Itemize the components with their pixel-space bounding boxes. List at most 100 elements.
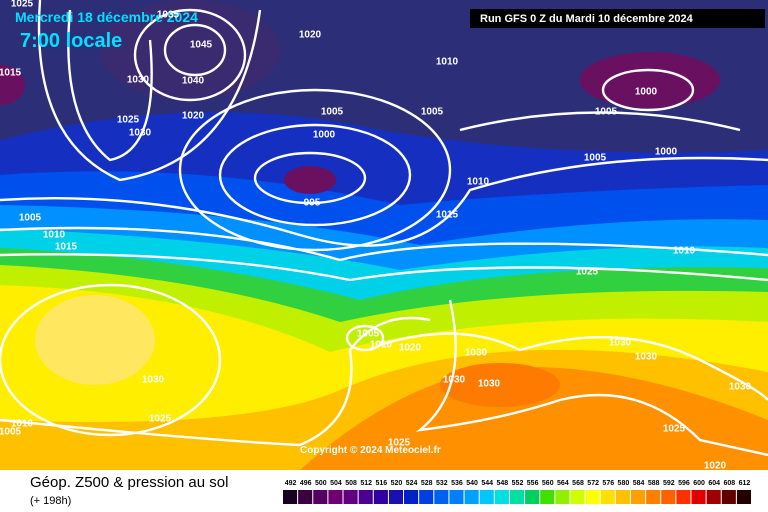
scale-swatch <box>373 490 388 504</box>
isobar-label: 1030 <box>635 352 658 363</box>
isobar-label: 1000 <box>635 87 658 98</box>
scale-label: 580 <box>618 480 630 487</box>
legend-title: Géop. Z500 & pression au sol <box>30 474 228 491</box>
scale-label: 500 <box>315 480 327 487</box>
isobar-label: 1000 <box>655 147 678 158</box>
isobar-label: 1040 <box>182 76 205 87</box>
scale-swatch <box>343 490 358 504</box>
isobar-label: 1005 <box>584 153 607 164</box>
isobar-label: 1005 <box>321 107 344 118</box>
scale-swatch <box>525 490 540 504</box>
scale-swatch <box>570 490 585 504</box>
isobar-label: 1025 <box>11 0 34 10</box>
scale-swatch <box>328 490 343 504</box>
scale-label: 568 <box>572 480 584 487</box>
isobar-label: 1030 <box>142 375 165 386</box>
isobar-label: 1010 <box>467 177 490 188</box>
scale-label: 560 <box>542 480 554 487</box>
isobar-label: 1015 <box>0 68 22 79</box>
scale-swatch <box>661 490 676 504</box>
scale-swatch <box>721 490 736 504</box>
scale-label: 596 <box>678 480 690 487</box>
isobar-label: 995 <box>304 198 321 209</box>
scale-label: 532 <box>436 480 448 487</box>
scale-swatch <box>419 490 434 504</box>
scale-label: 540 <box>466 480 478 487</box>
isobar-label: 1010 <box>673 246 696 257</box>
scale-label: 608 <box>723 480 735 487</box>
geopotential-fill <box>0 0 768 470</box>
scale-label: 556 <box>527 480 539 487</box>
scale-swatch <box>676 490 691 504</box>
isobar-label: 1030 <box>127 75 150 86</box>
isobar-label: 1030 <box>729 382 752 393</box>
scale-label: 508 <box>345 480 357 487</box>
scale-label: 544 <box>481 480 493 487</box>
scale-swatch <box>434 490 449 504</box>
isobar-label: 1005 <box>0 427 22 438</box>
scale-swatch <box>555 490 570 504</box>
scale-swatch <box>494 490 509 504</box>
lead-time: (+ 198h) <box>30 495 71 507</box>
scale-swatch <box>479 490 494 504</box>
scale-swatch <box>630 490 646 504</box>
scale-label: 536 <box>451 480 463 487</box>
scale-swatch <box>540 490 555 504</box>
isobars <box>0 0 768 457</box>
scale-label: 496 <box>300 480 312 487</box>
scale-swatch <box>298 490 313 504</box>
scale-label: 516 <box>375 480 387 487</box>
isobar-label: 1030 <box>443 375 466 386</box>
scale-swatch <box>464 490 479 504</box>
scale-label: 548 <box>497 480 509 487</box>
isobar-label: 1025 <box>576 267 599 278</box>
scale-label: 572 <box>587 480 599 487</box>
isobar-label: 1000 <box>313 130 336 141</box>
isobar-label: 1025 <box>388 438 411 449</box>
scale-swatch <box>600 490 615 504</box>
scale-label: 528 <box>421 480 433 487</box>
isobar-label: 1045 <box>190 40 213 51</box>
isobar-label: 1025 <box>117 115 140 126</box>
date: Mercredi 18 décembre 2024 <box>15 9 198 25</box>
scale-label: 612 <box>739 480 751 487</box>
scale-label: 492 <box>285 480 297 487</box>
scale-swatch <box>388 490 404 504</box>
isobar-label: 1010 <box>43 230 66 241</box>
scale-label: 600 <box>693 480 705 487</box>
scale-label: 524 <box>406 480 418 487</box>
scale-label: 592 <box>663 480 675 487</box>
scale-label: 604 <box>708 480 720 487</box>
scale-swatch <box>736 490 751 504</box>
scale-swatch <box>509 490 525 504</box>
scale-swatch <box>646 490 661 504</box>
isobar-label: 1005 <box>595 107 618 118</box>
isobar-label: 1010 <box>370 340 393 351</box>
isobar-label: 1030 <box>465 348 488 359</box>
isobar-label: 1010 <box>436 57 459 68</box>
isobar-label: 1020 <box>299 30 322 41</box>
time: 7:00 locale <box>20 30 122 52</box>
scale-label: 576 <box>602 480 614 487</box>
isobar-label: 1025 <box>663 424 686 435</box>
isobar-label: 1010 <box>11 419 34 430</box>
isobar-label: 1030 <box>478 379 501 390</box>
copyright: Copyright © 2024 Meteociel.fr <box>300 445 441 456</box>
scale-swatch <box>283 490 298 504</box>
scale-swatch <box>706 490 721 504</box>
isobar-label: 1005 <box>421 107 444 118</box>
run-info: Run GFS 0 Z du Mardi 10 décembre 2024 <box>480 13 694 25</box>
scale-swatch <box>313 490 328 504</box>
isobar-label: 1005 <box>19 213 42 224</box>
scale-label: 520 <box>391 480 403 487</box>
isobar-label: 1035 <box>157 10 180 21</box>
scale-swatch <box>404 490 419 504</box>
isobar-label: 1015 <box>436 210 459 221</box>
scale-swatch <box>449 490 464 504</box>
scale-swatch <box>585 490 600 504</box>
scale-swatch <box>691 490 706 504</box>
scale-label: 564 <box>557 480 569 487</box>
isobar-label: 1030 <box>129 128 152 139</box>
isobar-label: 1030 <box>609 338 632 349</box>
